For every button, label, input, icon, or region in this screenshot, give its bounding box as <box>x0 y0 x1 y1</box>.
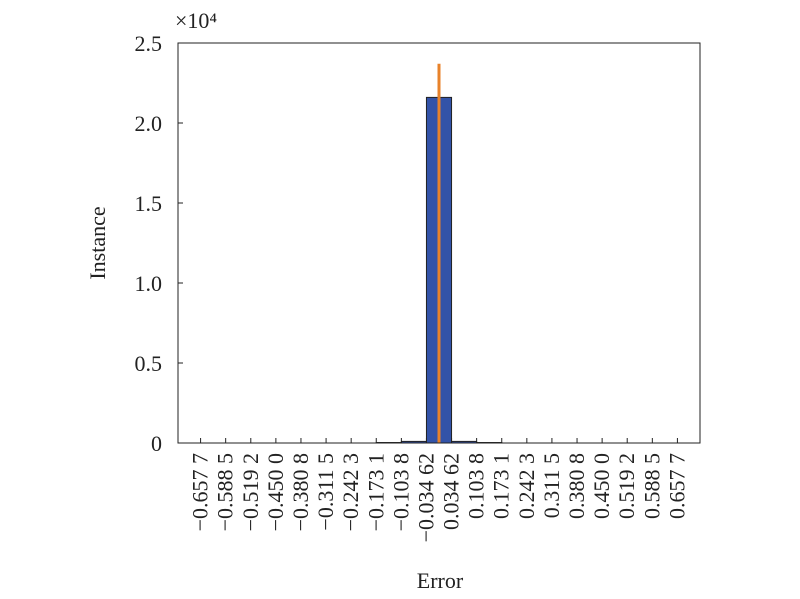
y-tick-label: 1.0 <box>135 271 163 296</box>
y-tick-label: 0 <box>151 431 162 456</box>
x-tick-label: −0.311 5 <box>313 453 338 531</box>
x-tick-label: −0.103 8 <box>388 453 413 531</box>
x-tick-label: −0.242 3 <box>338 453 363 531</box>
x-tick-label: 0.450 0 <box>589 453 614 519</box>
x-tick-label: −0.588 5 <box>213 453 238 531</box>
x-tick-label: 0.657 7 <box>664 453 689 519</box>
y-tick-label: 2.5 <box>135 31 163 56</box>
x-tick-label: 0.519 2 <box>614 453 639 519</box>
y-tick-label: 1.5 <box>135 191 163 216</box>
y-tick-label: 0.5 <box>135 351 163 376</box>
x-tick-label: −0.173 1 <box>363 453 388 531</box>
x-axis-label: Error <box>417 568 464 593</box>
x-tick-label: 0.311 5 <box>539 453 564 518</box>
x-tick-label: 0.103 8 <box>464 453 489 519</box>
x-tick-label: −0.450 0 <box>263 453 288 531</box>
y-scale-label: ×10⁴ <box>175 8 217 33</box>
x-tick-label: 0.242 3 <box>514 453 539 519</box>
x-tick-label: 0.034 62 <box>439 453 464 530</box>
x-tick-label: 0.173 1 <box>489 453 514 519</box>
x-tick-label: −0.519 2 <box>238 453 263 531</box>
y-axis-label: Instance <box>85 206 110 279</box>
x-tick-label: −0.380 8 <box>288 453 313 531</box>
x-tick-label: 0.588 5 <box>639 453 664 519</box>
y-tick-label: 2.0 <box>135 111 163 136</box>
x-tick-label: −0.034 62 <box>413 453 438 542</box>
x-tick-label: 0.380 8 <box>564 453 589 519</box>
x-tick-label: −0.657 7 <box>188 453 213 531</box>
plot-frame <box>177 42 701 444</box>
